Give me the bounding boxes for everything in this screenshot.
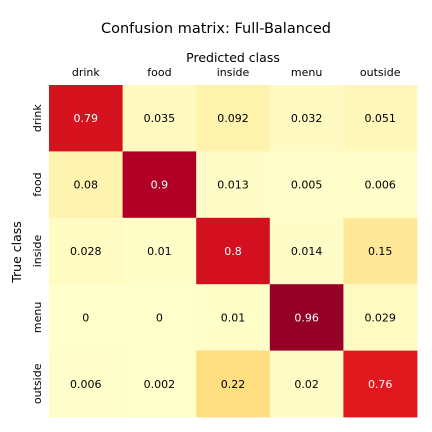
x-tick-label: drink — [72, 66, 101, 79]
x-tick-label: food — [147, 66, 171, 79]
cell-value-label: 0.15 — [368, 245, 393, 258]
heatmap-cell — [343, 85, 418, 152]
chart-title: Confusion matrix: Full-Balanced — [101, 21, 331, 37]
heatmap-cell — [196, 350, 271, 418]
heatmap-cell — [343, 217, 418, 285]
cell-value-label: 0.79 — [74, 112, 99, 125]
cell-value-label: 0.092 — [217, 112, 249, 125]
cell-value-label: 0.22 — [221, 378, 246, 391]
cell-value-label: 0 — [156, 311, 163, 324]
heatmap-cell — [49, 151, 123, 219]
heatmap-cell — [122, 85, 197, 152]
heatmap-cell — [196, 151, 271, 219]
cell-value-label: 0.051 — [364, 112, 396, 125]
cell-value-label: 0.032 — [291, 112, 323, 125]
heatmap-cell — [196, 284, 271, 351]
heatmap-cell — [269, 151, 344, 219]
heatmap-cell-labels: 0.79 0.035 0.092 0.032 0.051 0.08 0.9 0.013 0.00… — [70, 112, 396, 391]
cell-value-label: 0.028 — [70, 245, 102, 258]
x-tick-label: outside — [360, 66, 401, 79]
cell-value-label: 0.035 — [144, 112, 176, 125]
heatmap-cell — [196, 85, 271, 152]
heatmap-cells — [49, 85, 418, 418]
heatmap-cell — [269, 85, 344, 152]
x-axis-title: Predicted class — [186, 50, 280, 65]
heatmap-cell — [343, 350, 418, 418]
heatmap-cell — [343, 284, 418, 351]
cell-value-label: 0.8 — [224, 245, 242, 258]
x-tick-labels: drink food inside menu outside — [72, 66, 401, 79]
y-tick-label: food — [31, 172, 44, 196]
x-tick-label: inside — [217, 66, 250, 79]
cell-value-label: 0.01 — [221, 311, 246, 324]
heatmap-cell — [49, 350, 123, 418]
cell-value-label: 0.014 — [291, 245, 323, 258]
x-tick-label: menu — [291, 66, 322, 79]
heatmap-cell — [343, 151, 418, 219]
heatmap-cell — [122, 217, 197, 285]
cell-value-label: 0.76 — [368, 378, 393, 391]
cell-value-label: 0 — [82, 311, 89, 324]
cell-value-label: 0.9 — [151, 179, 169, 192]
heatmap-cell — [196, 217, 271, 285]
heatmap-cell — [49, 284, 123, 351]
cell-value-label: 0.02 — [294, 378, 319, 391]
cell-value-label: 0.005 — [291, 179, 323, 192]
heatmap-cell — [122, 350, 197, 418]
y-tick-label: outside — [31, 363, 44, 404]
heatmap-cell — [269, 350, 344, 418]
cell-value-label: 0.08 — [74, 179, 99, 192]
y-tick-label: inside — [31, 234, 44, 267]
heatmap-cell — [269, 284, 344, 351]
heatmap-cell — [49, 217, 123, 285]
cell-value-label: 0.006 — [70, 378, 102, 391]
y-tick-label: drink — [31, 104, 44, 133]
cell-value-label: 0.002 — [144, 378, 176, 391]
heatmap-cell — [49, 85, 123, 152]
cell-value-label: 0.006 — [364, 179, 396, 192]
y-axis-title: True class — [9, 221, 24, 284]
cell-value-label: 0.029 — [364, 311, 396, 324]
y-tick-labels: drink food inside menu outside — [31, 104, 44, 404]
cell-value-label: 0.96 — [294, 311, 319, 324]
heatmap-cell — [122, 151, 197, 219]
cell-value-label: 0.013 — [217, 179, 249, 192]
cell-value-label: 0.01 — [147, 245, 172, 258]
heatmap-cell — [269, 217, 344, 285]
heatmap-cell — [122, 284, 197, 351]
y-tick-label: menu — [31, 302, 44, 333]
